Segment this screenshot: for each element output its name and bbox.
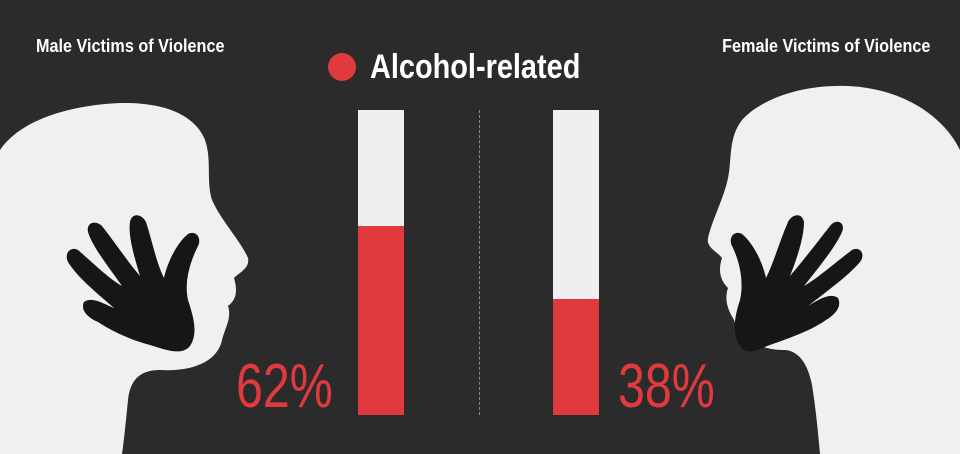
- bar-track-female: [553, 110, 599, 415]
- female-hand-icon: [730, 215, 863, 352]
- male-chart-title: Male Victims of Violence: [36, 36, 225, 56]
- data-label-male: 62%: [236, 352, 333, 421]
- bar-track-male: [358, 110, 404, 415]
- legend-swatch: [328, 53, 356, 81]
- data-label-female: 38%: [618, 352, 715, 421]
- legend: Alcohol-related: [328, 44, 617, 90]
- legend-label: Alcohol-related: [370, 47, 581, 86]
- bar-male: [358, 225, 404, 415]
- female-chart-title: Female Victims of Violence: [721, 36, 930, 56]
- center-divider: [479, 110, 480, 415]
- male-hand-icon: [66, 215, 200, 352]
- bar-female: [553, 299, 599, 415]
